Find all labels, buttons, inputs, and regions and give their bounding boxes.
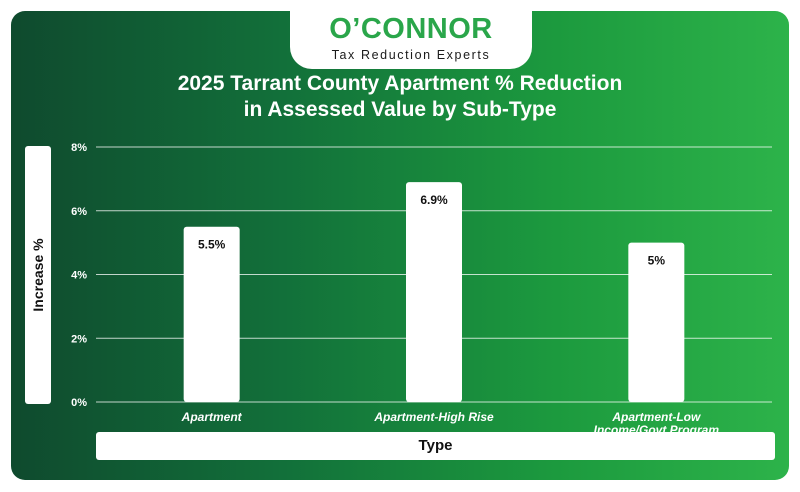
x-tick-label: Apartment-Low — [611, 410, 701, 424]
bar — [406, 182, 462, 402]
chart-title: 2025 Tarrant County Apartment % Reductio… — [100, 71, 700, 123]
logo-tab: O’CONNOR Tax Reduction Experts — [290, 11, 532, 69]
brand-tagline: Tax Reduction Experts — [331, 48, 491, 62]
y-tick-label: 6% — [71, 206, 87, 218]
data-label: 6.9% — [420, 193, 448, 207]
y-axis-label-box — [25, 146, 51, 404]
bar — [183, 226, 240, 402]
y-tick-label: 0% — [71, 397, 87, 409]
bar — [628, 242, 685, 402]
x-axis-label: Type — [96, 432, 775, 460]
data-label: 5.5% — [198, 238, 226, 252]
chart-title-line-1: 2025 Tarrant County Apartment % Reductio… — [177, 72, 623, 95]
y-tick-label: 4% — [71, 270, 87, 282]
x-tick-label: Apartment-High Rise — [373, 410, 494, 424]
chart-title-line-2: in Assessed Value by Sub-Type — [243, 98, 557, 121]
y-tick-label: 2% — [71, 333, 87, 345]
y-tick-label: 8% — [71, 142, 87, 154]
data-label: 5% — [648, 254, 666, 268]
x-tick-label: Apartment — [181, 410, 243, 424]
brand-logo: O’CONNOR — [329, 13, 493, 45]
